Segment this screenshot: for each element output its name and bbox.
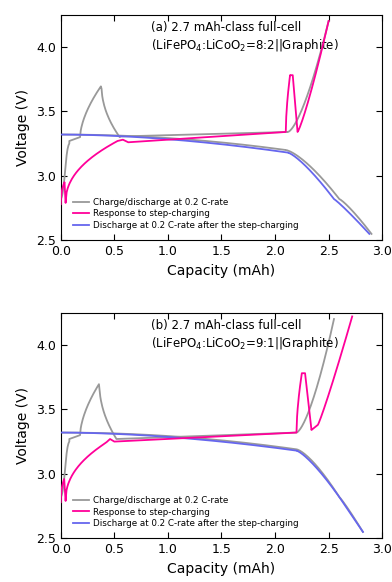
Y-axis label: Voltage (V): Voltage (V) [16,387,31,464]
Legend: Charge/discharge at 0.2 C-rate, Response to step-charging, Discharge at 0.2 C-ra: Charge/discharge at 0.2 C-rate, Response… [72,197,300,232]
X-axis label: Capacity (mAh): Capacity (mAh) [167,562,276,576]
Legend: Charge/discharge at 0.2 C-rate, Response to step-charging, Discharge at 0.2 C-ra: Charge/discharge at 0.2 C-rate, Response… [72,495,300,530]
X-axis label: Capacity (mAh): Capacity (mAh) [167,264,276,278]
Y-axis label: Voltage (V): Voltage (V) [16,89,31,166]
Text: (a) 2.7 mAh-class full-cell
(LiFePO$_4$:LiCoO$_2$=8:2||Graphite): (a) 2.7 mAh-class full-cell (LiFePO$_4$:… [151,22,338,54]
Text: (b) 2.7 mAh-class full-cell
(LiFePO$_4$:LiCoO$_2$=9:1||Graphite): (b) 2.7 mAh-class full-cell (LiFePO$_4$:… [151,320,338,352]
